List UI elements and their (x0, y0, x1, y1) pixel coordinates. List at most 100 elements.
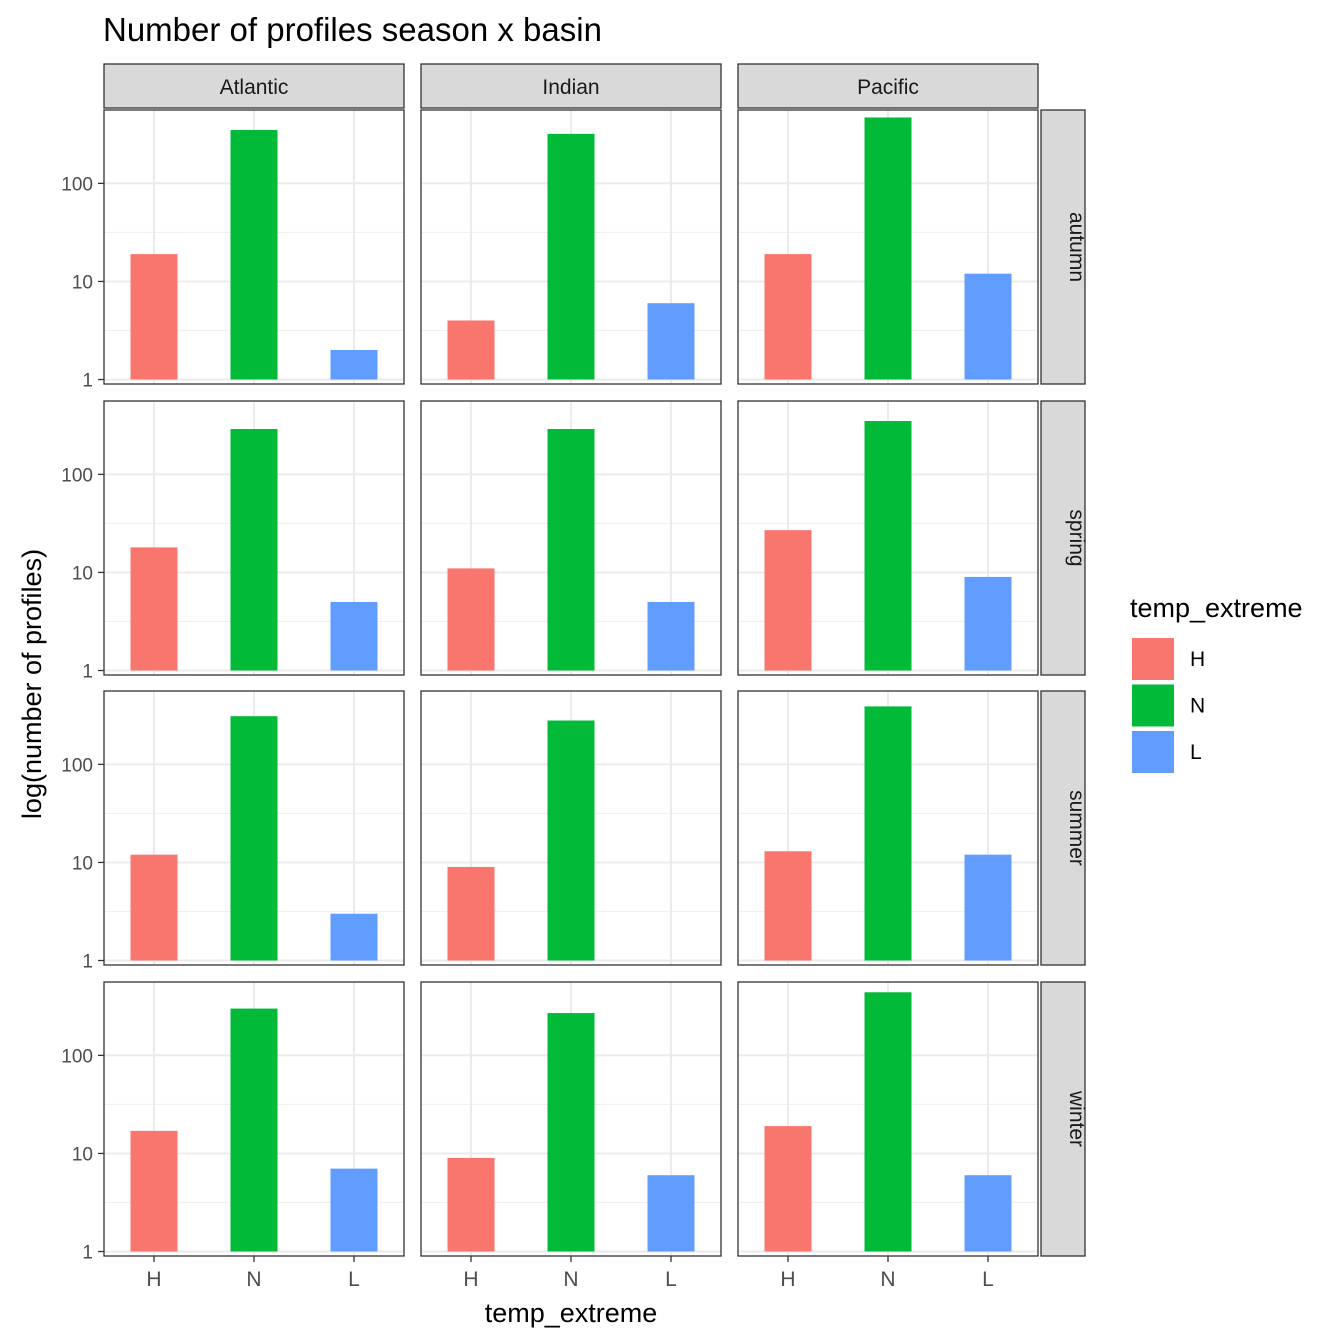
bar-winter-atlantic-L (330, 1168, 378, 1252)
y-tick-label: 100 (61, 755, 93, 776)
y-axis-title: log(number of profiles) (17, 549, 47, 819)
bar-spring-pacific-H (764, 530, 812, 671)
facet-strip-autumn (1040, 109, 1086, 385)
legend-title: temp_extreme (1130, 593, 1303, 623)
bar-autumn-pacific-H (764, 254, 812, 380)
bar-spring-indian-L (647, 601, 695, 671)
facet-strip-indian (420, 63, 722, 109)
bar-autumn-atlantic-N (230, 130, 278, 380)
legend: H NL (1132, 638, 1205, 773)
panel-winter-atlantic: 1 10 100 H N L (61, 981, 405, 1291)
y-tick-label: 10 (72, 563, 93, 584)
x-tick-label: H (463, 1268, 478, 1291)
bar-summer-atlantic-H (130, 854, 178, 961)
y-tick-label: 10 (72, 1144, 93, 1165)
facet-strip-pacific (737, 63, 1039, 109)
bar-autumn-indian-N (547, 133, 595, 380)
facet-label-spring: spring (1065, 509, 1088, 566)
plot-area: Atlantic Indian Pacific autumn spring summer w… (61, 63, 1088, 1291)
bar-spring-indian-H (447, 568, 495, 671)
legend-key-H (1132, 638, 1174, 680)
bar-autumn-atlantic-H (130, 254, 178, 380)
panel-summer-atlantic: 1 10 100 (61, 690, 405, 973)
bar-spring-pacific-N (864, 421, 912, 671)
y-tick-label: 1 (82, 1243, 93, 1264)
legend-label-N: N (1190, 695, 1205, 718)
bar-winter-pacific-H (764, 1126, 812, 1252)
bar-summer-pacific-N (864, 706, 912, 961)
bar-winter-pacific-N (864, 992, 912, 1252)
panel-border (737, 690, 1039, 966)
bar-autumn-indian-L (647, 303, 695, 380)
facet-label-indian: Indian (542, 76, 599, 99)
x-tick-label: N (246, 1268, 261, 1291)
panel-border (103, 690, 405, 966)
bar-spring-atlantic-L (330, 601, 378, 671)
bar-summer-atlantic-N (230, 716, 278, 961)
panel-autumn-atlantic: 1 10 100 (61, 109, 405, 392)
panel-border (420, 400, 722, 676)
bar-summer-pacific-L (964, 854, 1012, 961)
bar-spring-indian-N (547, 429, 595, 671)
facet-label-atlantic: Atlantic (220, 76, 289, 99)
panel-spring-indian (420, 400, 722, 676)
y-tick-label: 1 (82, 952, 93, 973)
x-tick-label: N (563, 1268, 578, 1291)
facet-strip-winter (1040, 981, 1086, 1257)
panel-border (737, 400, 1039, 676)
panel-border (420, 690, 722, 966)
panel-border (103, 400, 405, 676)
bar-autumn-pacific-N (864, 117, 912, 380)
legend-key-L (1132, 731, 1174, 773)
bar-summer-atlantic-L (330, 913, 378, 961)
x-tick-label: N (880, 1268, 895, 1291)
bar-spring-atlantic-N (230, 429, 278, 671)
bar-winter-atlantic-H (130, 1130, 178, 1252)
facet-strip-atlantic (103, 63, 405, 109)
bar-winter-pacific-L (964, 1175, 1012, 1252)
bar-summer-indian-H (447, 866, 495, 961)
y-tick-label: 100 (61, 465, 93, 486)
x-tick-label: H (146, 1268, 161, 1291)
panel-summer-indian (420, 690, 722, 966)
facet-strip-summer (1040, 690, 1086, 966)
bar-autumn-indian-H (447, 320, 495, 380)
panel-spring-pacific (737, 400, 1039, 676)
panel-autumn-pacific (737, 109, 1039, 385)
bar-winter-indian-N (547, 1013, 595, 1252)
x-tick-label: L (665, 1268, 677, 1291)
y-tick-label: 100 (61, 174, 93, 195)
x-tick-label: H (780, 1268, 795, 1291)
bar-summer-indian-N (547, 720, 595, 961)
panel-spring-atlantic: 1 10 100 (61, 400, 405, 683)
bar-winter-indian-H (447, 1157, 495, 1252)
facet-strip-spring (1040, 400, 1086, 676)
bar-winter-atlantic-N (230, 1008, 278, 1252)
x-tick-label: L (348, 1268, 360, 1291)
y-tick-label: 1 (82, 371, 93, 392)
legend-label-L: L (1190, 741, 1202, 764)
bar-summer-pacific-H (764, 851, 812, 961)
y-tick-label: 100 (61, 1046, 93, 1067)
facet-label-pacific: Pacific (857, 76, 919, 99)
chart-title: Number of profiles season x basin (103, 11, 602, 48)
y-tick-label: 10 (72, 853, 93, 874)
panel-border (103, 109, 405, 385)
y-tick-label: 1 (82, 662, 93, 683)
facet-label-winter: winter (1065, 1090, 1088, 1147)
facet-label-summer: summer (1065, 790, 1088, 866)
x-tick-label: L (982, 1268, 994, 1291)
panel-autumn-indian (420, 109, 722, 385)
panel-border (420, 109, 722, 385)
panel-border (737, 109, 1039, 385)
bar-spring-atlantic-H (130, 547, 178, 671)
legend-label-H: H (1190, 648, 1205, 671)
bar-winter-indian-L (647, 1175, 695, 1252)
facet-label-autumn: autumn (1065, 212, 1088, 282)
y-tick-label: 10 (72, 272, 93, 293)
bar-autumn-atlantic-L (330, 349, 378, 380)
bar-autumn-pacific-L (964, 273, 1012, 380)
